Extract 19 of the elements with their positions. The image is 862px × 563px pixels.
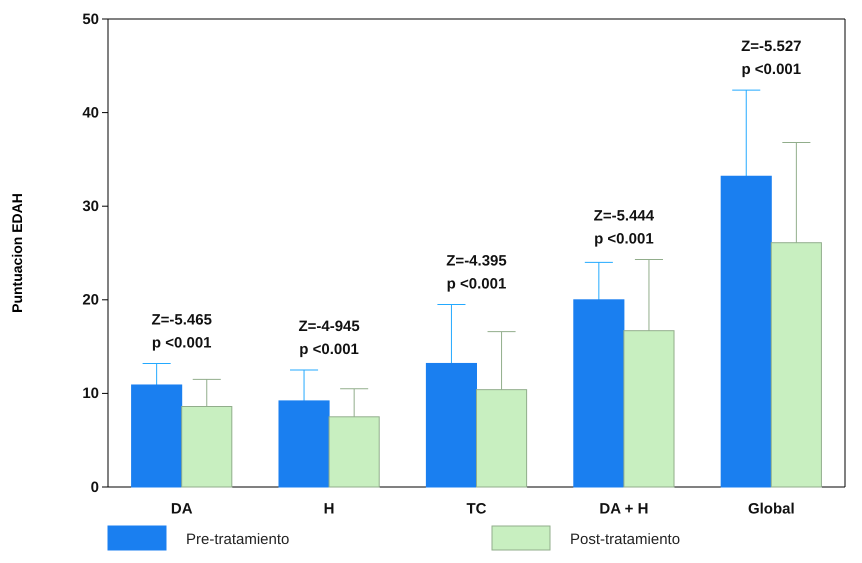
y-axis-title: Puntuacion EDAH: [9, 193, 25, 313]
annotation: Z=-5.444 p <0.001: [594, 208, 655, 248]
x-tick-label: TC: [466, 500, 487, 518]
x-tick-label: Global: [748, 500, 795, 518]
y-tick-label: 20: [82, 292, 99, 309]
annotation: Z=-5.527 p <0.001: [741, 38, 802, 78]
y-tick-label: 0: [90, 478, 99, 496]
y-tick-label: 10: [82, 385, 99, 402]
x-tick-label: H: [324, 500, 335, 518]
y-tick-label: 50: [82, 10, 99, 28]
annotation: Z=-4.395 p <0.001: [446, 252, 507, 292]
legend-label: Pre-tratamiento: [186, 531, 290, 548]
x-tick-label: DA: [170, 500, 193, 518]
legend-label: Post-tratamiento: [570, 531, 680, 548]
x-tick-label: DA + H: [599, 500, 648, 518]
y-tick-label: 30: [82, 198, 99, 215]
y-tick-label: 40: [82, 104, 99, 122]
annotation: Z=-4-945 p <0.001: [298, 318, 360, 358]
annotation: Z=-5.465 p <0.001: [151, 311, 212, 352]
